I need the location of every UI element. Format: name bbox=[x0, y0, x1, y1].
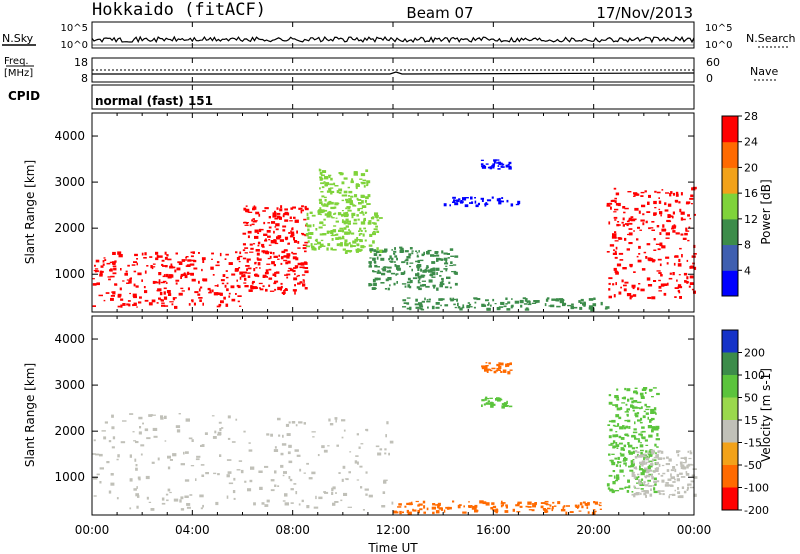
nsearch-tick-bottom: 10^0 bbox=[705, 40, 732, 51]
x-tick-label-3: 12:00 bbox=[376, 523, 411, 537]
power-data bbox=[92, 159, 697, 312]
power-colorbar-tick-1: 8 bbox=[744, 239, 751, 252]
velocity-colorbar-swatch-1 bbox=[722, 352, 738, 376]
nave-tick-bottom: 0 bbox=[706, 72, 713, 85]
freq-label-top: Freq. bbox=[4, 56, 29, 67]
nsearch-label: N.Search bbox=[746, 32, 796, 45]
x-tick-label-2: 08:00 bbox=[275, 523, 310, 537]
nsearch-tick-top: 10^5 bbox=[705, 23, 732, 34]
beam-label: Beam 07 bbox=[406, 4, 473, 22]
radar-title: Hokkaido (fitACF) bbox=[92, 0, 266, 20]
velocity-region-1 bbox=[481, 362, 513, 375]
freq-tick-bottom: 8 bbox=[81, 72, 88, 85]
power-colorbar-swatch-2 bbox=[722, 218, 738, 246]
power-colorbar-swatch-5 bbox=[722, 141, 738, 168]
power-colorbar-tick-5: 24 bbox=[744, 136, 758, 149]
axis-ticks: 1000 2000 3000 4000 1000 2000 3000 4000 bbox=[54, 22, 695, 515]
velocity-y-tick-1: 2000 bbox=[54, 424, 85, 438]
power-colorbar-swatch-3 bbox=[722, 193, 738, 220]
power-panel bbox=[91, 112, 697, 313]
velocity-colorbar-tick-0: 200 bbox=[744, 347, 765, 360]
power-colorbar-swatch-6 bbox=[722, 116, 738, 143]
velocity-region-4 bbox=[393, 500, 602, 515]
velocity-colorbar-tick-7: -200 bbox=[744, 504, 769, 517]
power-colorbar-tick-2: 12 bbox=[744, 213, 758, 226]
velocity-panel bbox=[91, 315, 698, 516]
freq-tick-top: 18 bbox=[74, 56, 88, 69]
power-colorbar-tick-3: 16 bbox=[744, 187, 758, 200]
nsky-label: N.Sky bbox=[2, 32, 34, 45]
velocity-colorbar-tick-5: -50 bbox=[744, 459, 762, 472]
power-region-5 bbox=[480, 159, 512, 170]
power-y-tick-0: 1000 bbox=[54, 267, 85, 281]
power-colorbar-swatch-0 bbox=[722, 270, 738, 297]
power-region-6 bbox=[443, 196, 521, 208]
x-tick-label-0: 00:00 bbox=[75, 523, 110, 537]
velocity-colorbar-tick-2: 50 bbox=[744, 392, 758, 405]
cpid-panel: CPID normal (fast) 151 bbox=[8, 84, 695, 110]
power-colorbar-tick-4: 20 bbox=[744, 161, 758, 174]
power-region-8 bbox=[402, 297, 610, 312]
nave-label: Nave bbox=[750, 65, 778, 78]
velocity-colorbar-swatch-0 bbox=[722, 330, 738, 353]
x-tick-labels: 00:00 04:00 08:00 12:00 16:00 20:00 00:00 bbox=[75, 523, 712, 537]
x-tick-label-5: 20:00 bbox=[576, 523, 611, 537]
power-region-4 bbox=[368, 246, 459, 291]
velocity-colorbar-tick-1: 100 bbox=[744, 369, 765, 382]
power-region-1 bbox=[242, 205, 309, 295]
velocity-colorbar-tick-6: -100 bbox=[744, 482, 769, 495]
power-region-7 bbox=[606, 186, 697, 300]
velocity-colorbar-swatch-3 bbox=[722, 397, 738, 421]
velocity-data bbox=[92, 362, 698, 515]
velocity-colorbar-swatch-5 bbox=[722, 442, 738, 466]
x-tick-label-1: 04:00 bbox=[175, 523, 210, 537]
x-axis-label: Time UT bbox=[367, 541, 418, 554]
velocity-colorbar-swatch-2 bbox=[722, 375, 738, 398]
velocity-colorbar-label: Velocity [m s-1] bbox=[759, 368, 773, 462]
cpid-value: normal (fast) 151 bbox=[95, 94, 213, 108]
power-colorbar-label: Power [dB] bbox=[759, 179, 773, 244]
power-region-3 bbox=[318, 168, 371, 218]
velocity-region-0 bbox=[92, 413, 394, 511]
velocity-colorbar-swatch-6 bbox=[722, 465, 738, 488]
noise-trace bbox=[91, 35, 695, 44]
velocity-region-5 bbox=[631, 449, 698, 499]
noise-panel: N.Sky 10^5 10^0 10^5 10^0 N.Search bbox=[2, 21, 796, 51]
cpid-label: CPID bbox=[8, 89, 40, 103]
velocity-y-tick-3: 4000 bbox=[54, 332, 85, 346]
velocity-y-tick-2: 3000 bbox=[54, 378, 85, 392]
power-y-axis-label: Slant Range [km] bbox=[23, 160, 37, 264]
power-region-2 bbox=[305, 209, 384, 254]
power-colorbar-swatch-1 bbox=[722, 244, 738, 271]
power-y-tick-3: 4000 bbox=[54, 129, 85, 143]
power-colorbar: 4 8 12 16 20 24 28 bbox=[721, 110, 758, 297]
power-y-tick-1: 2000 bbox=[54, 221, 85, 235]
date-label: 17/Nov/2013 bbox=[596, 4, 693, 22]
power-region-0 bbox=[92, 251, 246, 309]
x-tick-label-6: 00:00 bbox=[677, 523, 712, 537]
freq-panel: Freq. [MHz] 18 8 60 0 Nave bbox=[4, 56, 778, 85]
velocity-colorbar: 200 100 50 15 -15 -50 -100 -200 bbox=[721, 329, 769, 517]
velocity-colorbar-tick-4: -15 bbox=[744, 437, 762, 450]
nsky-tick-top: 10^5 bbox=[61, 23, 88, 34]
velocity-y-axis-label: Slant Range [km] bbox=[23, 363, 37, 467]
velocity-colorbar-swatch-7 bbox=[722, 487, 738, 511]
freq-trace bbox=[92, 71, 695, 75]
freq-label-bottom: [MHz] bbox=[4, 68, 33, 79]
power-colorbar-tick-0: 4 bbox=[744, 264, 751, 277]
nave-tick-top: 60 bbox=[706, 56, 720, 69]
velocity-y-tick-0: 1000 bbox=[54, 470, 85, 484]
power-y-tick-2: 3000 bbox=[54, 175, 85, 189]
velocity-region-2 bbox=[481, 396, 513, 409]
x-tick-label-4: 16:00 bbox=[476, 523, 511, 537]
nsky-tick-bottom: 10^0 bbox=[61, 40, 88, 51]
velocity-colorbar-tick-3: 15 bbox=[744, 414, 758, 427]
power-colorbar-swatch-4 bbox=[722, 167, 738, 194]
power-colorbar-tick-6: 28 bbox=[744, 110, 758, 123]
velocity-colorbar-swatch-4 bbox=[722, 420, 738, 443]
